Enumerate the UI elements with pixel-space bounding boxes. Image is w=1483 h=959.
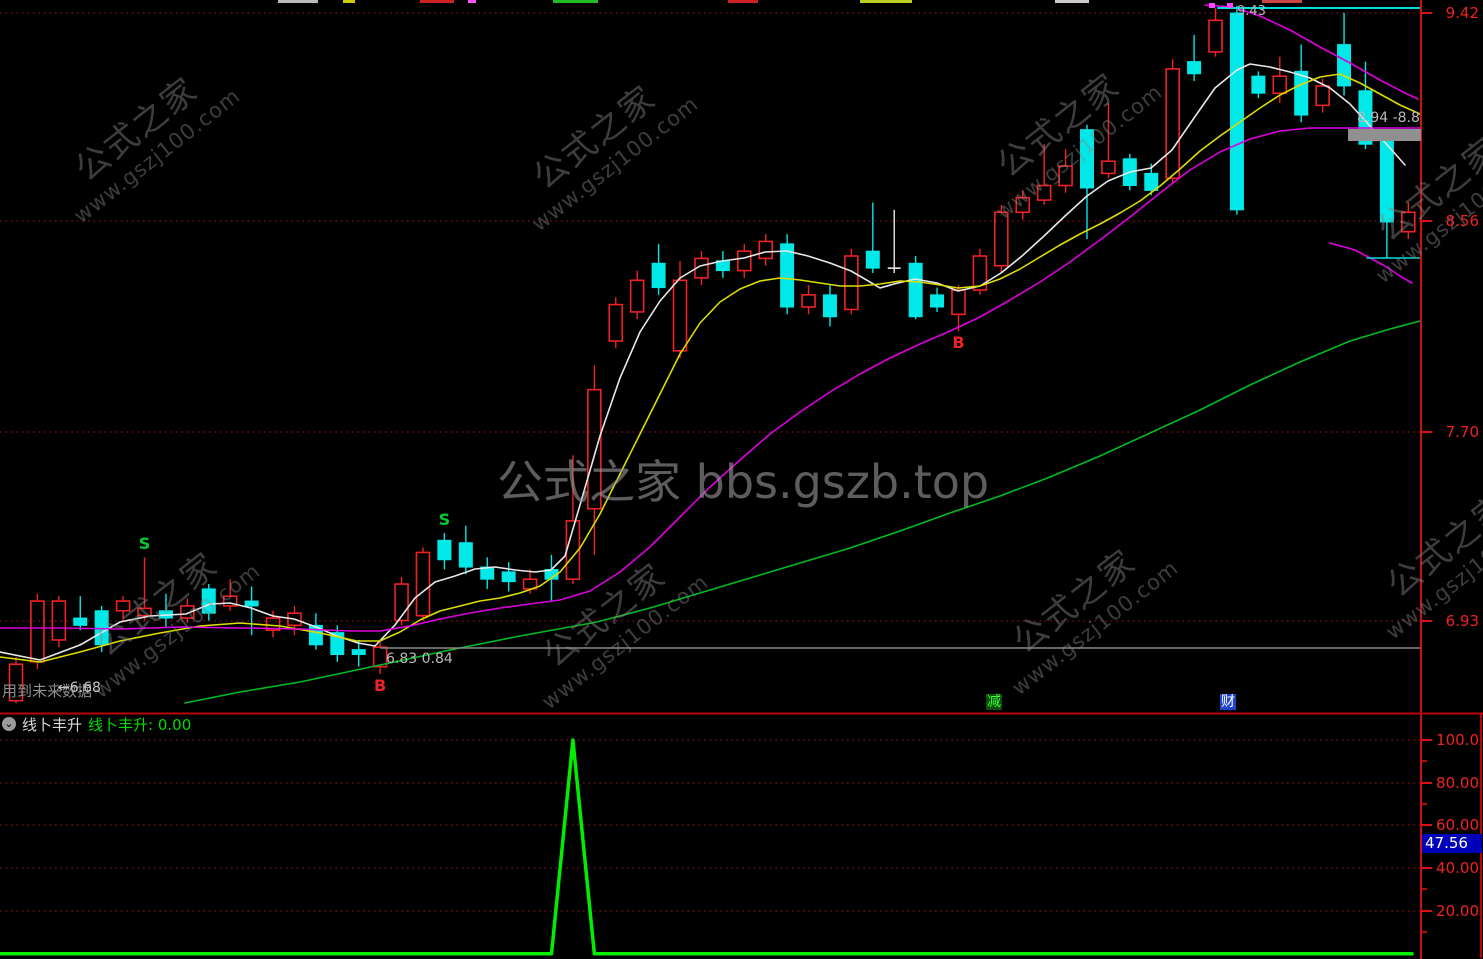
range-price-label: 8.94 -8.8 bbox=[1357, 110, 1420, 126]
entry-price-label: 6.83 0.84 bbox=[386, 651, 453, 667]
cursor-value-badge: 47.56 bbox=[1422, 834, 1482, 853]
buy-marker: B bbox=[374, 675, 387, 695]
y-axis-label: 20.00 bbox=[1436, 902, 1479, 920]
y-axis-label: 8.56 bbox=[1445, 212, 1479, 230]
y-axis-label: 60.00 bbox=[1436, 816, 1479, 834]
toolbar-remnant bbox=[343, 0, 355, 3]
toolbar-remnant bbox=[1055, 0, 1089, 3]
low-price-tag: ←6.68 bbox=[58, 680, 101, 696]
toolbar-remnant bbox=[860, 0, 912, 3]
toolbar-remnant bbox=[553, 0, 598, 3]
y-axis-label: 6.93 bbox=[1445, 612, 1479, 630]
toolbar-remnant bbox=[278, 0, 318, 3]
y-axis-label: 9.42 bbox=[1445, 4, 1479, 22]
indicator-header: ⌄ 线卜丰升 线卜丰升: 0.00 bbox=[0, 715, 192, 734]
buy-marker: B bbox=[952, 333, 965, 353]
toolbar-remnant bbox=[468, 0, 476, 3]
y-axis-label: 100.0 bbox=[1436, 731, 1479, 749]
flag-财[interactable]: 财 bbox=[1220, 694, 1236, 710]
sell-marker: S bbox=[138, 534, 151, 554]
toolbar-remnant bbox=[1262, 0, 1302, 3]
collapse-chevron-icon[interactable]: ⌄ bbox=[2, 717, 16, 731]
sell-marker: S bbox=[438, 510, 451, 530]
high-price-tooltip: 9.43 bbox=[1237, 4, 1266, 19]
selection-highlight bbox=[1348, 129, 1421, 141]
y-axis-label: 7.70 bbox=[1445, 423, 1479, 441]
y-axis-label: 80.00 bbox=[1436, 774, 1479, 792]
toolbar-remnant bbox=[728, 0, 758, 3]
future-data-note: 用到未来数据 bbox=[2, 682, 93, 700]
y-axis-label: 40.00 bbox=[1436, 859, 1479, 877]
toolbar-remnant bbox=[420, 0, 454, 3]
indicator-name[interactable]: 线卜丰升 bbox=[22, 715, 83, 734]
indicator-value: 线卜丰升: 0.00 bbox=[88, 715, 192, 734]
flag-减[interactable]: 减 bbox=[986, 694, 1002, 710]
